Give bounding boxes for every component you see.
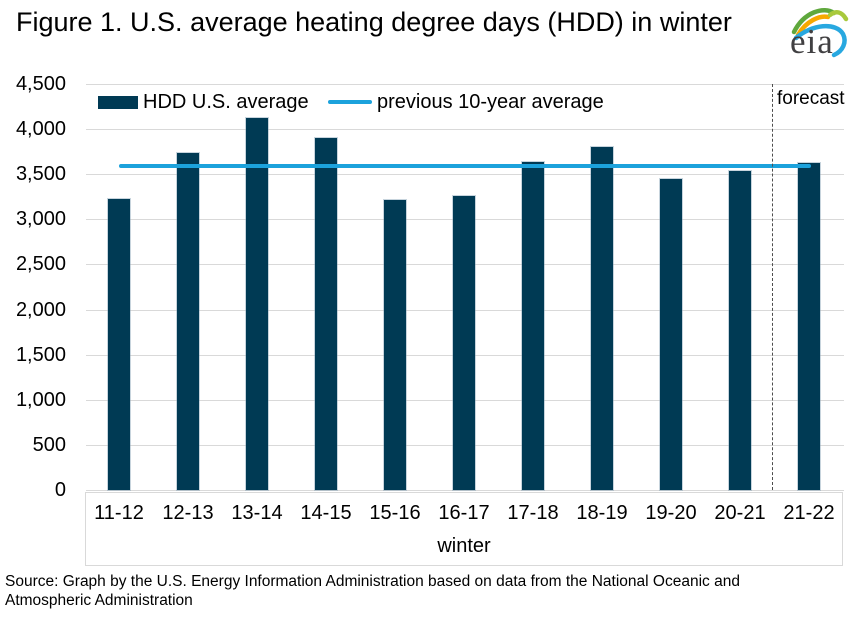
legend-bar-swatch xyxy=(98,96,138,109)
gridline xyxy=(86,174,844,175)
x-tick-label-12-13: 12-13 xyxy=(162,502,214,524)
legend-bar-label: HDD U.S. average xyxy=(143,91,309,113)
eia-logo-text: eia xyxy=(790,22,834,61)
y-axis-tick-label: 500 xyxy=(32,434,66,456)
bar-17-18 xyxy=(522,162,544,490)
ten-year-average-line xyxy=(119,164,811,168)
x-axis-box xyxy=(85,492,843,566)
legend-line-swatch xyxy=(328,100,372,104)
x-tick-label-21-22: 21-22 xyxy=(783,502,835,524)
source-line-2: Atmospheric Administration xyxy=(5,592,193,609)
x-tick-label-17-18: 17-18 xyxy=(507,502,559,524)
bar-21-22 xyxy=(798,163,820,490)
y-axis-tick-label: 3,000 xyxy=(15,208,66,230)
bar-11-12 xyxy=(108,199,130,490)
bar-16-17 xyxy=(453,196,475,490)
y-axis-tick-label: 3,500 xyxy=(15,163,66,185)
legend-line-label: previous 10-year average xyxy=(377,91,604,113)
source-line-1: Source: Graph by the U.S. Energy Informa… xyxy=(5,573,740,590)
bar-14-15 xyxy=(315,138,337,490)
eia-logo: eia xyxy=(788,2,850,62)
x-tick-label-18-19: 18-19 xyxy=(576,502,628,524)
forecast-divider-line xyxy=(772,84,773,490)
x-tick-label-15-16: 15-16 xyxy=(369,502,421,524)
gridline xyxy=(86,129,844,130)
y-axis-tick-label: 1,500 xyxy=(15,344,66,366)
y-axis-tick-label: 4,000 xyxy=(15,118,66,140)
y-axis-tick-label: 4,500 xyxy=(15,73,66,95)
y-axis-tick-label: 1,000 xyxy=(15,389,66,411)
y-axis-tick-label: 0 xyxy=(54,479,66,501)
x-axis-title: winter xyxy=(437,535,491,557)
eia-logo-arcs-icon xyxy=(791,7,849,58)
bar-13-14 xyxy=(246,118,268,490)
bar-19-20 xyxy=(660,179,682,490)
gridline xyxy=(86,84,844,85)
y-axis-tick-label: 2,000 xyxy=(15,299,66,321)
x-tick-label-16-17: 16-17 xyxy=(438,502,490,524)
forecast-label: forecast xyxy=(777,88,845,109)
x-tick-label-14-15: 14-15 xyxy=(300,502,352,524)
figure-title: Figure 1. U.S. average heating degree da… xyxy=(16,7,732,37)
bar-15-16 xyxy=(384,200,406,490)
x-tick-label-19-20: 19-20 xyxy=(645,502,697,524)
bar-18-19 xyxy=(591,147,613,490)
bar-12-13 xyxy=(177,153,199,490)
y-axis-tick-label: 2,500 xyxy=(15,253,66,275)
gridline xyxy=(86,490,844,491)
x-tick-label-13-14: 13-14 xyxy=(231,502,283,524)
bar-20-21 xyxy=(729,171,751,490)
x-tick-label-11-12: 11-12 xyxy=(94,502,144,524)
source-note: Source: Graph by the U.S. Energy Informa… xyxy=(5,572,851,610)
x-tick-label-20-21: 20-21 xyxy=(714,502,766,524)
